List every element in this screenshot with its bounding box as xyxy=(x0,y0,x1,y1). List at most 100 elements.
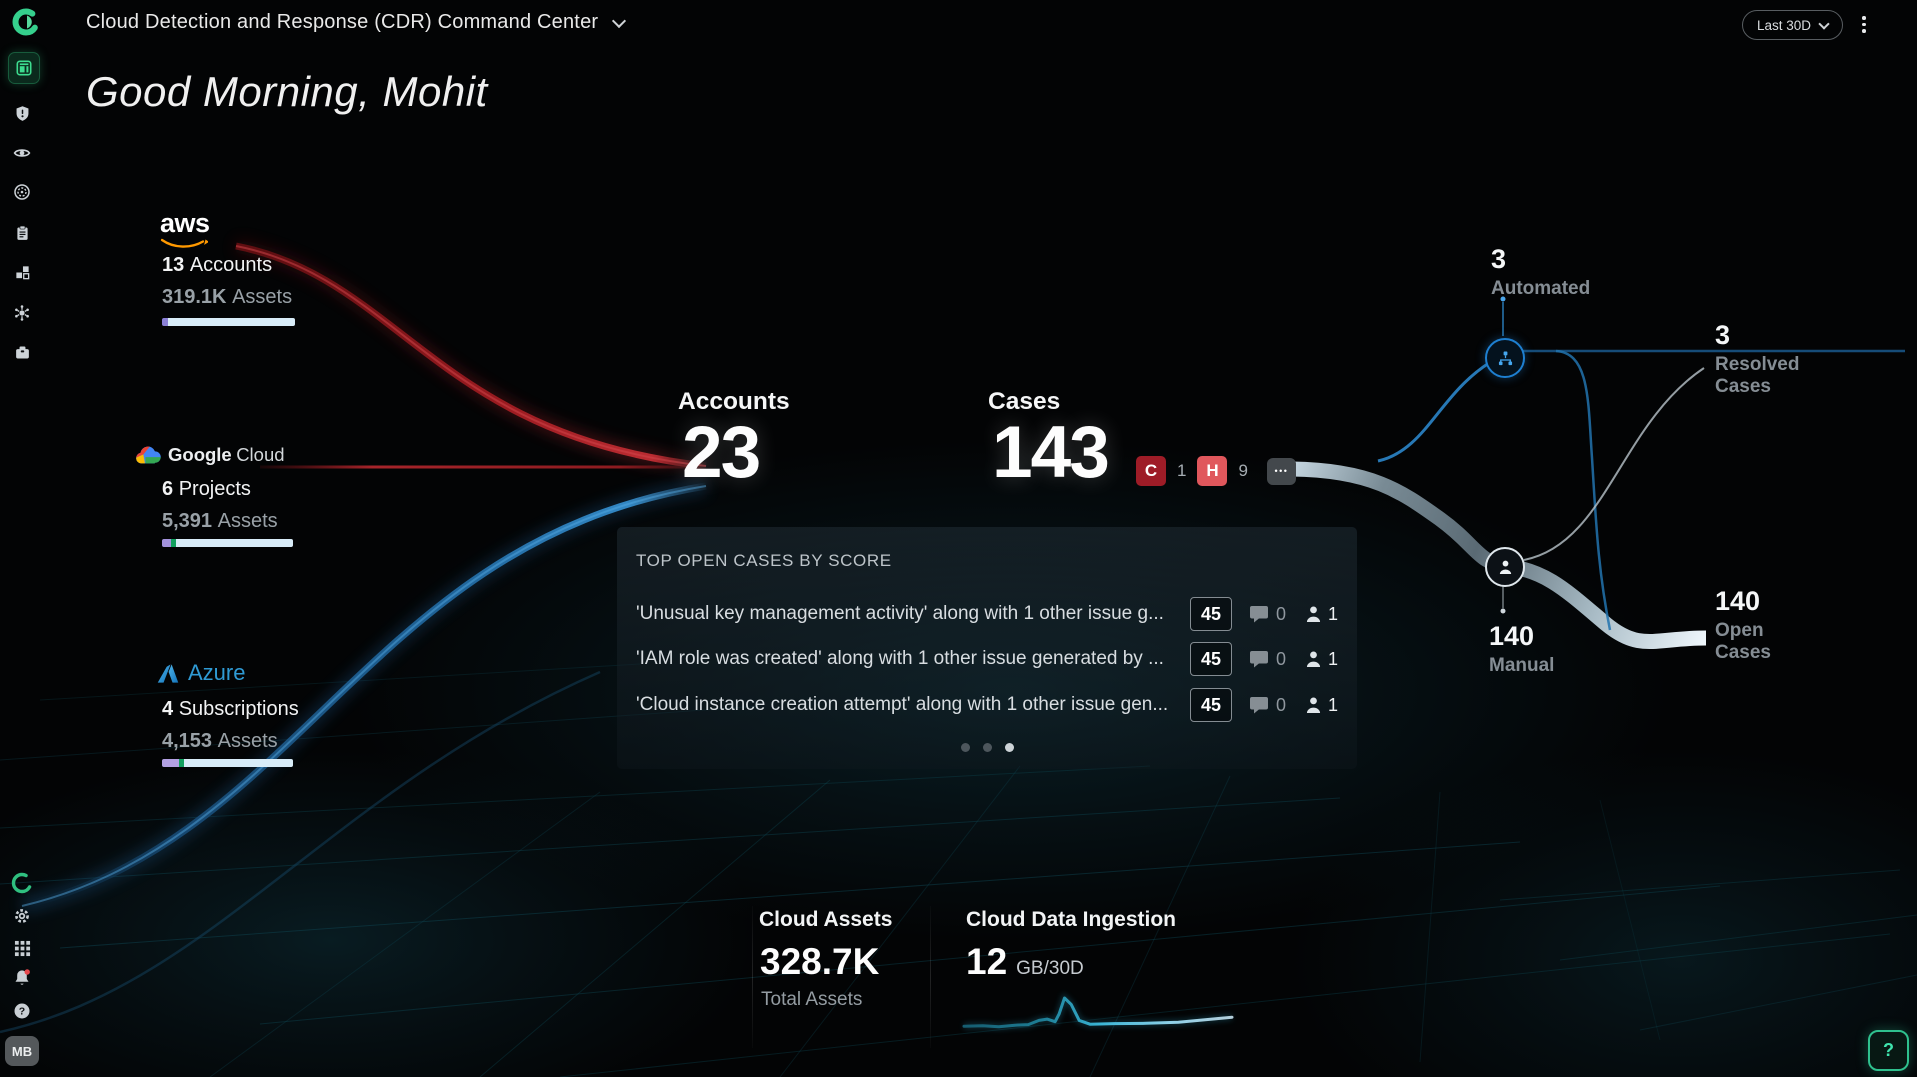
case-row[interactable]: 'Unusual key management activity' along … xyxy=(636,597,1338,631)
azure-assets: 4,153 Assets xyxy=(162,730,278,752)
open-cases-label: Open Cases xyxy=(1715,620,1771,664)
cloud-assets-sub: Total Assets xyxy=(761,989,863,1010)
brand-ring-icon xyxy=(12,8,40,36)
case-row[interactable]: 'Cloud instance creation attempt' along … xyxy=(636,688,1338,722)
cloud-assets-value: 328.7K xyxy=(760,941,880,982)
comment-icon xyxy=(1249,606,1268,623)
sidebar-item-modules[interactable] xyxy=(9,259,35,285)
top-open-cases-panel: TOP OPEN CASES BY SCORE 'Unusual key man… xyxy=(617,527,1357,769)
storage-box-icon xyxy=(15,346,29,358)
azure-icon xyxy=(157,663,179,683)
assignee-count: 1 xyxy=(1327,694,1338,715)
notifications-bell-icon xyxy=(15,969,30,985)
sidebar-item-threats[interactable] xyxy=(9,300,35,326)
gcp-projects: 6 Projects xyxy=(162,478,251,500)
gcp-wordmark: Google xyxy=(168,444,232,465)
settings-button[interactable] xyxy=(11,905,33,927)
target-icon xyxy=(14,184,30,200)
comment-icon xyxy=(1249,651,1268,668)
dashboard-icon xyxy=(16,60,32,76)
case-row[interactable]: 'IAM role was created' along with 1 othe… xyxy=(636,642,1338,676)
sidebar-item-reports[interactable] xyxy=(9,220,35,246)
burst-icon xyxy=(15,305,29,321)
cases-label: Cases xyxy=(988,388,1061,415)
user-avatar[interactable]: MB xyxy=(5,1036,39,1066)
settings-gear-icon xyxy=(15,909,29,923)
help-button[interactable]: ? xyxy=(1868,1030,1909,1071)
gcp-assets-bar xyxy=(162,539,293,547)
case-title: 'Cloud instance creation attempt' along … xyxy=(636,694,1169,715)
azure-wordmark: Azure xyxy=(188,660,246,685)
critical-count: 1 xyxy=(1177,461,1187,480)
sidebar: ? MB xyxy=(0,0,45,1077)
ingestion-unit: GB/30D xyxy=(1016,958,1084,979)
blocks-icon xyxy=(15,265,29,279)
more-severities-button[interactable]: ••• xyxy=(1266,457,1296,485)
comment-icon xyxy=(1249,697,1268,714)
page-title: Cloud Detection and Response (CDR) Comma… xyxy=(86,11,599,33)
shield-alert-icon xyxy=(16,105,28,121)
svg-text:?: ? xyxy=(19,1006,25,1018)
manual-label: Manual xyxy=(1489,655,1555,676)
ingestion-value-row: 12 GB/30D xyxy=(966,943,1084,980)
sidebar-item-dashboard[interactable] xyxy=(8,52,40,84)
aws-assets: 319.1K Assets xyxy=(162,286,293,308)
sidebar-item-detection[interactable] xyxy=(9,179,35,205)
divider xyxy=(930,906,931,1048)
provider-gcp[interactable]: Google Cloud xyxy=(134,444,285,466)
aws-assets-bar xyxy=(162,318,295,326)
carousel-dot[interactable] xyxy=(961,743,970,752)
more-menu-button[interactable] xyxy=(1858,12,1870,37)
ingestion-sparkline xyxy=(962,992,1234,1030)
sidebar-item-storage[interactable] xyxy=(9,339,35,365)
clipboard-icon xyxy=(16,225,28,240)
app-logo[interactable] xyxy=(10,6,42,38)
assignee-count: 1 xyxy=(1327,603,1338,624)
cases-value: 143 xyxy=(992,412,1110,493)
carousel-dot[interactable] xyxy=(1005,743,1014,752)
provider-aws[interactable]: aws xyxy=(160,210,210,251)
carousel-dot[interactable] xyxy=(983,743,992,752)
resolved-label: Resolved Cases xyxy=(1715,354,1800,398)
case-title: 'Unusual key management activity' along … xyxy=(636,603,1164,624)
automation-node[interactable] xyxy=(1485,338,1525,378)
person-icon xyxy=(1306,606,1321,622)
panel-title: TOP OPEN CASES BY SCORE xyxy=(636,551,892,570)
open-cases-value: 140 xyxy=(1715,586,1761,616)
notifications-button[interactable] xyxy=(11,967,33,989)
sidebar-item-alerts[interactable] xyxy=(9,100,35,126)
person-icon xyxy=(1499,560,1511,575)
aws-ribbon xyxy=(234,239,707,473)
cases-severity-badges: C 1 H 9 ••• xyxy=(1136,455,1296,487)
automation-sitemap-icon xyxy=(1498,350,1512,365)
person-icon xyxy=(1306,697,1321,713)
help-small-button[interactable]: ? xyxy=(12,1001,32,1021)
greeting: Good Morning, Mohit xyxy=(86,68,488,115)
google-cloud-icon xyxy=(136,446,161,464)
manual-value: 140 xyxy=(1489,621,1535,651)
case-score: 45 xyxy=(1189,642,1232,676)
high-count: 9 xyxy=(1238,461,1248,480)
carousel-dots xyxy=(961,743,1014,752)
eye-icon xyxy=(13,149,31,157)
provider-azure[interactable]: Azure xyxy=(156,660,245,686)
page-title-dropdown[interactable]: Cloud Detection and Response (CDR) Comma… xyxy=(86,11,627,34)
sidebar-item-visibility[interactable] xyxy=(9,140,35,166)
case-title: 'IAM role was created' along with 1 othe… xyxy=(636,648,1164,669)
brand-ring-bottom[interactable] xyxy=(9,870,35,896)
accounts-label: Accounts xyxy=(678,388,790,415)
ingestion-sparkline-line xyxy=(962,996,1234,1029)
assignee-count: 1 xyxy=(1327,648,1338,669)
aws-wordmark: aws xyxy=(160,208,210,238)
manual-analyst-node[interactable] xyxy=(1485,547,1525,587)
time-range-dropdown[interactable]: Last 30D xyxy=(1742,10,1844,40)
divider xyxy=(752,906,753,1048)
case-score: 45 xyxy=(1189,688,1232,722)
aws-logo: aws xyxy=(160,210,210,251)
apps-grid-button[interactable] xyxy=(12,938,32,958)
critical-badge[interactable]: C xyxy=(1136,456,1166,486)
case-score: 45 xyxy=(1189,597,1232,631)
automation-lines xyxy=(1377,296,1905,631)
high-badge[interactable]: H xyxy=(1197,456,1228,486)
